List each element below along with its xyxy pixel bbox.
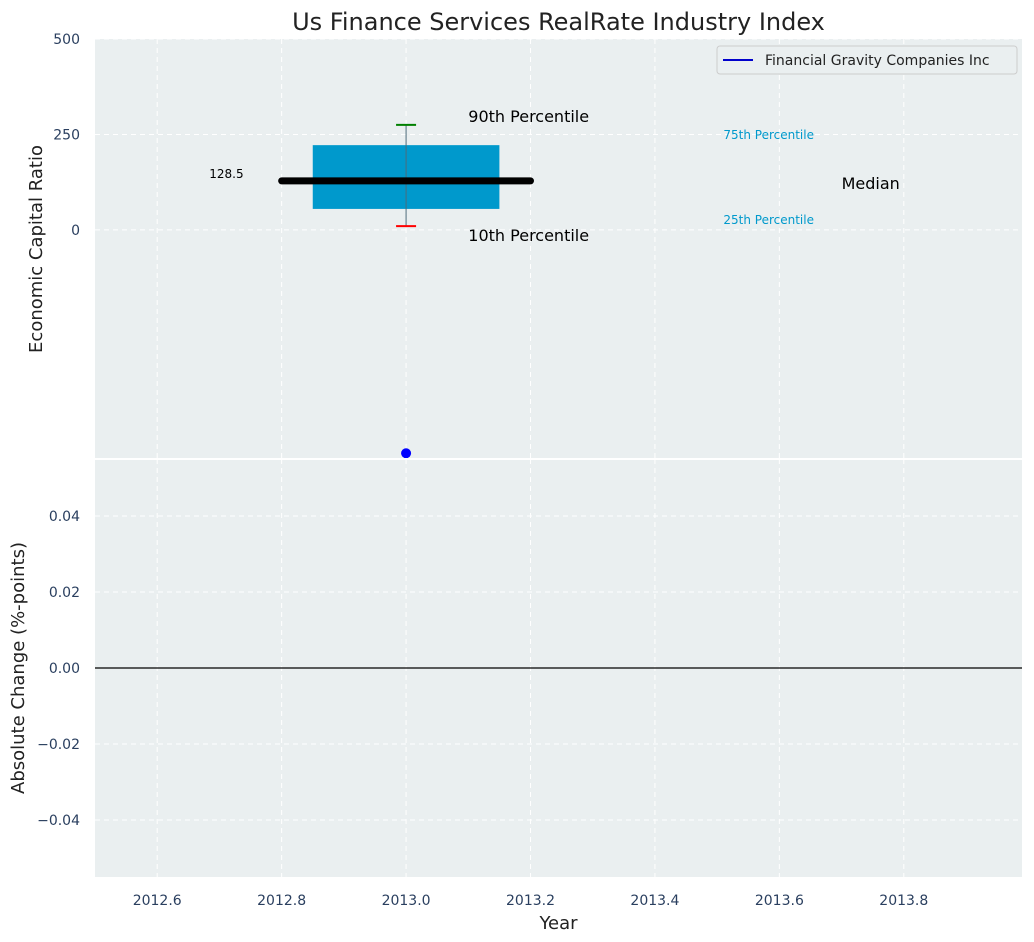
top-y-ticks: 500 250 0 xyxy=(53,32,80,239)
bottom-x-ticks: 2012.6 2012.8 2013.0 2013.2 2013.4 2013.6 2013… xyxy=(133,893,929,909)
bottom-y-axis-label: Absolute Change (%-points) xyxy=(8,542,29,794)
bottom-y-tick-label-4: −0.04 xyxy=(37,813,80,829)
chart-title: Us Finance Services RealRate Industry In… xyxy=(292,8,825,36)
x-tick-label-3: 2013.2 xyxy=(506,893,555,909)
median-value-label: 128.5 xyxy=(209,167,243,181)
x-tick-label-0: 2012.6 xyxy=(133,893,182,909)
x-tick-label-1: 2012.8 xyxy=(257,893,306,909)
x-tick-label-6: 2013.8 xyxy=(879,893,928,909)
top-y-axis-label: Economic Capital Ratio xyxy=(26,145,47,353)
legend-box xyxy=(716,45,1018,75)
legend: Financial Gravity Companies Inc xyxy=(716,45,1018,75)
top-plot-background xyxy=(95,39,1022,459)
top-y-tick-label-1: 250 xyxy=(53,127,80,143)
bottom-y-tick-label-3: −0.02 xyxy=(37,737,80,753)
bottom-panel: 0.04 0.02 0.00 −0.02 −0.04 2012.6 2012.8 2013.… xyxy=(37,458,1022,909)
p75-label: 75th Percentile xyxy=(723,128,814,142)
median-label: Median xyxy=(842,174,900,193)
company-point xyxy=(401,448,412,459)
top-gridlines xyxy=(95,38,1022,459)
x-tick-label-2: 2013.0 xyxy=(382,893,431,909)
p90-label: 90th Percentile xyxy=(468,107,589,126)
x-tick-label-4: 2013.4 xyxy=(630,893,679,909)
bottom-y-ticks: 0.04 0.02 0.00 −0.02 −0.04 xyxy=(37,509,80,829)
x-tick-label-5: 2013.6 xyxy=(755,893,804,909)
p25-label: 25th Percentile xyxy=(723,213,814,227)
bottom-y-tick-label-0: 0.04 xyxy=(49,509,80,525)
legend-label: Financial Gravity Companies Inc xyxy=(765,53,990,69)
top-y-tick-label-0: 500 xyxy=(53,32,80,48)
top-panel: 500 250 0 128.5 90th Percentile 10th Percent… xyxy=(53,32,1022,459)
x-axis-label: Year xyxy=(538,913,578,934)
top-annotations: 128.5 90th Percentile 10th Percentile 75th … xyxy=(209,107,899,245)
bottom-y-tick-label-1: 0.02 xyxy=(49,585,80,601)
top-marks xyxy=(278,123,535,459)
p10-label: 10th Percentile xyxy=(468,226,589,245)
bottom-y-tick-label-2: 0.00 xyxy=(49,661,80,677)
top-y-tick-label-2: 0 xyxy=(71,223,80,239)
